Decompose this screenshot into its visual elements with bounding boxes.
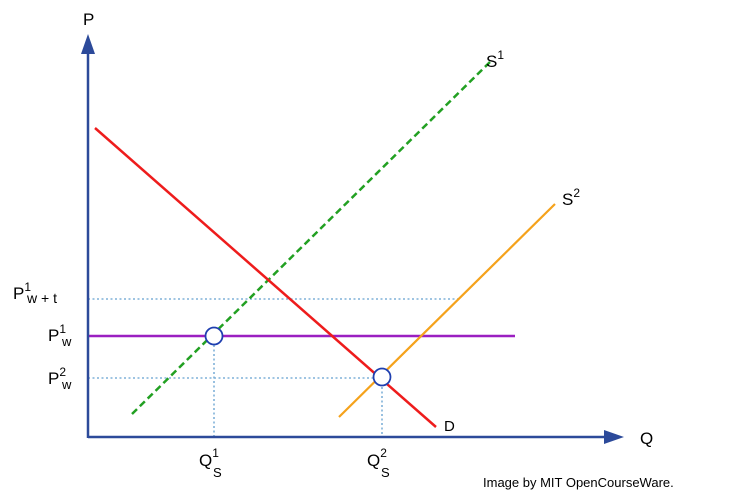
s1-label: S1 — [486, 48, 504, 71]
point-qs1-pw1 — [204, 326, 224, 346]
supply-curve-s1 — [131, 61, 491, 415]
y-axis-label: P — [83, 10, 94, 29]
point-qs2-pw2 — [372, 367, 392, 387]
x-axis-label: Q — [640, 429, 653, 448]
pw2-label: P2 — [48, 365, 66, 388]
qs1-label: Q1 — [199, 446, 219, 470]
qs1-sub: S — [213, 465, 222, 480]
supply-curve-s2 — [338, 203, 556, 418]
x-axis-arrow-icon — [604, 430, 624, 444]
qs2-label: Q2 — [367, 446, 387, 470]
pw1-sub: w — [61, 334, 72, 349]
y-axis-arrow-icon — [81, 34, 95, 54]
pw-plus-t-sub: w + t — [26, 290, 57, 306]
pw-plus-t-label: P1 — [13, 280, 31, 303]
pw1-label: P1 — [48, 322, 66, 345]
d-label: D — [444, 418, 455, 435]
qs2-sub: S — [381, 465, 390, 480]
s2-label: S2 — [562, 186, 580, 209]
pw2-sub: w — [61, 377, 72, 392]
image-credit: Image by MIT OpenCourseWare. — [483, 475, 674, 490]
